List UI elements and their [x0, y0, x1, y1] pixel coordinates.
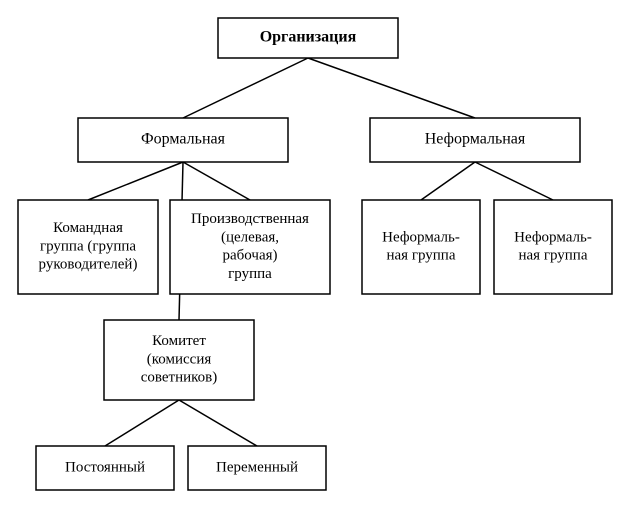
node-production-label-line-2: рабочая): [223, 248, 278, 264]
node-committee: Комитет (комиссия советников): [104, 320, 254, 400]
node-command: Командная группа (группа руководителей): [18, 200, 158, 294]
node-committee-label-line-2: советников): [141, 370, 218, 386]
edge-informal-inf-group-2: [475, 162, 553, 200]
node-inf-group-1-label-line-0: Неформаль-: [382, 229, 460, 245]
node-committee-label-line-1: (комиссия: [147, 351, 212, 367]
node-permanent-label-line-0: Постоянный: [65, 459, 145, 475]
node-committee-label-line-0: Комитет: [152, 333, 206, 349]
node-variable: Переменный: [188, 446, 326, 490]
node-command-label-line-1: группа (группа: [40, 238, 136, 254]
node-inf-group-2-label-line-0: Неформаль-: [514, 229, 592, 245]
edge-formal-production: [183, 162, 250, 200]
node-formal-label-line-0: Формальная: [141, 131, 226, 148]
node-root-label-line-0: Организация: [260, 29, 357, 46]
node-command-label-line-0: Командная: [53, 220, 123, 236]
edge-committee-permanent: [105, 400, 179, 446]
edge-committee-variable: [179, 400, 257, 446]
node-root: Организация: [218, 18, 398, 58]
node-informal: Неформальная: [370, 118, 580, 162]
node-formal: Формальная: [78, 118, 288, 162]
edge-informal-inf-group-1: [421, 162, 475, 200]
org-tree-diagram: Организация Формальная Неформальная Командн…: [0, 0, 633, 519]
node-inf-group-1-label-line-1: ная группа: [386, 248, 455, 264]
nodes-layer: Организация Формальная Неформальная Командн…: [18, 18, 612, 490]
node-inf-group-2: Неформаль-ная группа: [494, 200, 612, 294]
node-inf-group-2-label-line-1: ная группа: [518, 248, 587, 264]
node-command-label-line-2: руководителей): [39, 257, 138, 273]
edge-formal-command: [88, 162, 183, 200]
node-production-label-line-0: Производственная: [191, 211, 309, 227]
edge-root-informal: [308, 58, 475, 118]
node-permanent: Постоянный: [36, 446, 174, 490]
node-production-label-line-3: группа: [228, 266, 272, 282]
node-inf-group-1: Неформаль-ная группа: [362, 200, 480, 294]
node-production: Производственная (целевая, рабочая) группа: [170, 200, 330, 294]
node-production-label-line-1: (целевая,: [221, 229, 279, 245]
node-variable-label-line-0: Переменный: [216, 459, 298, 475]
node-informal-label-line-0: Неформальная: [425, 131, 526, 148]
edge-root-formal: [183, 58, 308, 118]
